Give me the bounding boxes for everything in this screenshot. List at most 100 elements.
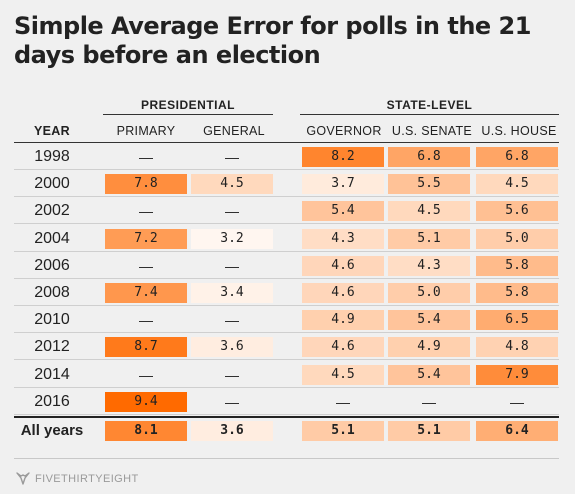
row-divider [14, 332, 559, 333]
table-row: 2016 9.4 — — — — [14, 388, 559, 415]
cell-general: — [225, 367, 239, 383]
year-label: 1998 [34, 148, 70, 165]
cell-us-house: 5.8 [476, 283, 558, 303]
cell-us-house: — [510, 394, 524, 410]
cell-us-senate: — [422, 394, 436, 410]
cell-primary: — [139, 258, 153, 274]
group-label-state-level: STATE-LEVEL [300, 98, 559, 115]
year-label: 2012 [34, 338, 70, 355]
cell-us-house: 5.8 [476, 256, 558, 276]
cell-general: — [225, 312, 239, 328]
cell-us-house: 7.9 [476, 365, 558, 385]
row-divider [14, 169, 559, 170]
cell-us-house: 6.4 [476, 421, 558, 441]
cell-us-house: 4.8 [476, 337, 558, 357]
year-label: 2006 [34, 257, 70, 274]
cell-us-senate: 4.9 [388, 337, 470, 357]
cell-general: 4.5 [191, 174, 273, 194]
cell-general: 3.4 [191, 283, 273, 303]
cell-governor: 5.1 [302, 421, 384, 441]
year-label: 2000 [34, 175, 70, 192]
cell-governor: 4.6 [302, 283, 384, 303]
cell-us-house: 5.0 [476, 229, 558, 249]
row-divider [14, 196, 559, 197]
column-header-general: GENERAL [203, 124, 265, 138]
cell-governor: 4.6 [302, 256, 384, 276]
year-label: 2010 [34, 311, 70, 328]
table-row: 2004 7.2 3.2 4.3 5.1 5.0 [14, 225, 559, 252]
table-row: 2008 7.4 3.4 4.6 5.0 5.8 [14, 279, 559, 306]
cell-general: — [225, 149, 239, 165]
column-header-us-house: U.S. HOUSE [481, 124, 557, 138]
table-row: 2012 8.7 3.6 4.6 4.9 4.8 [14, 333, 559, 360]
cell-governor: 4.5 [302, 365, 384, 385]
table-row: 2006 — — 4.6 4.3 5.8 [14, 252, 559, 279]
row-divider [14, 223, 559, 224]
year-label: 2002 [34, 202, 70, 219]
cell-governor: 3.7 [302, 174, 384, 194]
cell-primary: 9.4 [105, 392, 187, 412]
cell-primary: 7.8 [105, 174, 187, 194]
table-row: 2002 — — 5.4 4.5 5.6 [14, 197, 559, 224]
cell-primary: 8.7 [105, 337, 187, 357]
column-header-us-senate: U.S. SENATE [391, 124, 473, 138]
cell-primary: — [139, 203, 153, 219]
row-divider [14, 278, 559, 279]
cell-primary: 7.4 [105, 283, 187, 303]
cell-us-house: 6.8 [476, 147, 558, 167]
column-header-primary: PRIMARY [116, 124, 176, 138]
table-row: 2010 — — 4.9 5.4 6.5 [14, 306, 559, 333]
cell-us-senate: 5.1 [388, 421, 470, 441]
cell-governor: 4.6 [302, 337, 384, 357]
summary-label: All years [20, 422, 84, 439]
brand-name: FIVETHIRTYEIGHT [35, 472, 139, 485]
chart-title: Simple Average Error for polls in the 21… [14, 12, 531, 69]
fivethirtyeight-logo: FIVETHIRTYEIGHT [16, 472, 139, 485]
cell-us-house: 5.6 [476, 201, 558, 221]
column-header-governor: GOVERNOR [306, 124, 382, 138]
summary-divider [14, 416, 559, 418]
cell-primary: — [139, 149, 153, 165]
cell-primary: — [139, 367, 153, 383]
cell-general: — [225, 258, 239, 274]
year-label: 2008 [34, 284, 70, 301]
table-row: 2014 — — 4.5 5.4 7.9 [14, 361, 559, 388]
cell-us-senate: 5.0 [388, 283, 470, 303]
row-divider [14, 251, 559, 252]
group-label-presidential: PRESIDENTIAL [103, 98, 273, 115]
cell-us-house: 6.5 [476, 310, 558, 330]
cell-governor: 5.4 [302, 201, 384, 221]
row-divider [14, 359, 559, 360]
cell-governor: — [336, 394, 350, 410]
cell-general: — [225, 203, 239, 219]
year-label: 2004 [34, 230, 70, 247]
cell-primary: 7.2 [105, 229, 187, 249]
row-divider [14, 305, 559, 306]
fox-logo-icon [16, 472, 30, 485]
cell-us-senate: 6.8 [388, 147, 470, 167]
year-label: 2016 [34, 393, 70, 410]
cell-general: 3.2 [191, 229, 273, 249]
cell-us-senate: 5.4 [388, 310, 470, 330]
header-divider [14, 142, 559, 143]
cell-primary: 8.1 [105, 421, 187, 441]
cell-general: 3.6 [191, 421, 273, 441]
cell-primary: — [139, 312, 153, 328]
cell-general: 3.6 [191, 337, 273, 357]
row-divider [14, 414, 559, 415]
footer-divider [14, 458, 559, 459]
cell-us-senate: 5.1 [388, 229, 470, 249]
cell-governor: 4.3 [302, 229, 384, 249]
cell-governor: 8.2 [302, 147, 384, 167]
year-label: 2014 [34, 366, 70, 383]
cell-us-house: 4.5 [476, 174, 558, 194]
table-row: 2000 7.8 4.5 3.7 5.5 4.5 [14, 170, 559, 197]
cell-us-senate: 5.4 [388, 365, 470, 385]
cell-us-senate: 4.5 [388, 201, 470, 221]
cell-us-senate: 4.3 [388, 256, 470, 276]
column-header-year: YEAR [34, 124, 70, 138]
table-row: 1998— —8.2 6.8 6.8 [14, 143, 559, 170]
cell-governor: 4.9 [302, 310, 384, 330]
row-divider [14, 387, 559, 388]
cell-general: — [225, 394, 239, 410]
